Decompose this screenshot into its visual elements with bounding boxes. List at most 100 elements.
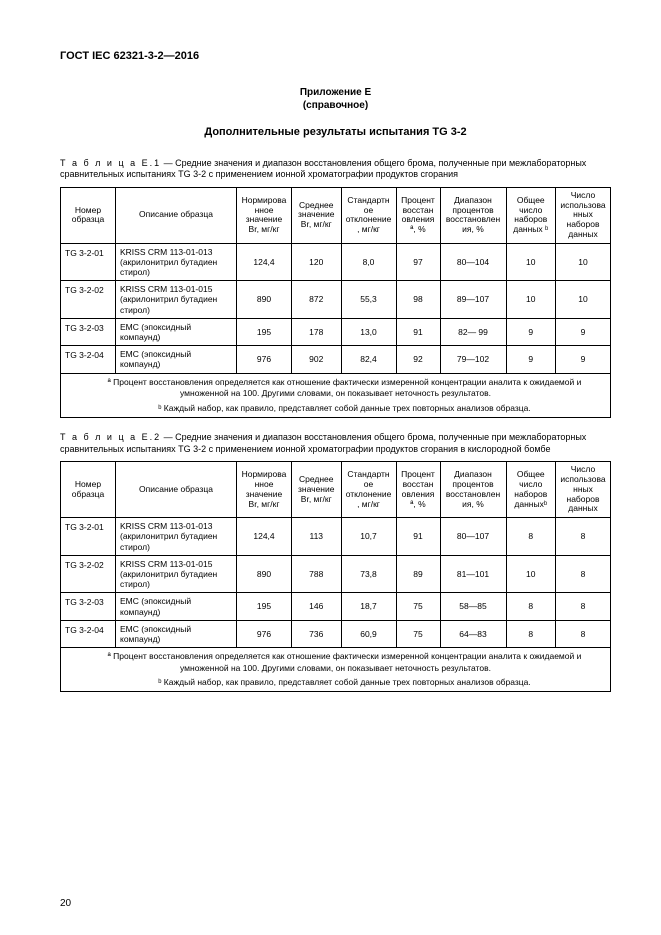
cell-num: TG 3-2-02 <box>61 555 116 593</box>
cell-used: 9 <box>556 318 611 345</box>
table-e2: Номер образца Описание образца Нормирова… <box>60 461 611 692</box>
table-row: TG 3-2-02 KRISS CRM 113-01-015 (акрилони… <box>61 281 611 319</box>
cell-rec: 97 <box>396 243 440 281</box>
page-number: 20 <box>60 898 71 911</box>
table-row: TG 3-2-04 EMC (эпоксидный компаунд) 976 … <box>61 620 611 647</box>
th-sample-number: Номер образца <box>61 187 116 243</box>
cell-mean: 178 <box>292 318 342 345</box>
cell-std: 13,0 <box>341 318 396 345</box>
cell-desc: KRISS CRM 113-01-013 (акрилонитрил бутад… <box>116 243 237 281</box>
table-e1-header-row: Номер образца Описание образца Нормирова… <box>61 187 611 243</box>
cell-num: TG 3-2-02 <box>61 281 116 319</box>
cell-rec: 89 <box>396 555 440 593</box>
th-used-sets: Число использованных наборов данных <box>556 462 611 518</box>
th-sample-desc: Описание образца <box>116 187 237 243</box>
cell-total: 9 <box>506 346 556 373</box>
footnote-b: ᵇ Каждый набор, как правило, представляе… <box>65 403 606 414</box>
cell-total: 9 <box>506 318 556 345</box>
table-e2-caption-label: Т а б л и ц а Е.2 <box>60 432 161 442</box>
cell-range: 79—102 <box>440 346 506 373</box>
table-e2-footnotes: ª Процент восстановления определяется ка… <box>61 648 611 692</box>
cell-mean: 872 <box>292 281 342 319</box>
cell-num: TG 3-2-04 <box>61 346 116 373</box>
table-e2-body: TG 3-2-01 KRISS CRM 113-01-013 (акрилони… <box>61 518 611 692</box>
cell-total: 10 <box>506 555 556 593</box>
table-e1-caption: Т а б л и ц а Е.1 — Средние значения и д… <box>60 158 611 181</box>
cell-mean: 113 <box>292 518 342 556</box>
th-std-dev: Стандартное отклонение, мг/кг <box>341 462 396 518</box>
cell-range: 58—85 <box>440 593 506 620</box>
cell-desc: KRISS CRM 113-01-015 (акрилонитрил бутад… <box>116 555 237 593</box>
cell-num: TG 3-2-03 <box>61 318 116 345</box>
cell-mean: 120 <box>292 243 342 281</box>
cell-desc: EMC (эпоксидный компаунд) <box>116 318 237 345</box>
cell-range: 89—107 <box>440 281 506 319</box>
table-row: TG 3-2-01 KRISS CRM 113-01-013 (акрилони… <box>61 518 611 556</box>
cell-norm: 890 <box>237 281 292 319</box>
table-e1-body: TG 3-2-01 KRISS CRM 113-01-013 (акрилони… <box>61 243 611 417</box>
cell-std: 8,0 <box>341 243 396 281</box>
th-range: Диапазон процентов восстановления, % <box>440 462 506 518</box>
table-e2-caption: Т а б л и ц а Е.2 — Средние значения и д… <box>60 432 611 455</box>
cell-num: TG 3-2-03 <box>61 593 116 620</box>
cell-used: 8 <box>556 620 611 647</box>
th-mean-value: Среднее значение Br, мг/кг <box>292 462 342 518</box>
th-sample-desc: Описание образца <box>116 462 237 518</box>
cell-norm: 124,4 <box>237 518 292 556</box>
table-e1: Номер образца Описание образца Нормирова… <box>60 187 611 418</box>
table-e1-caption-label: Т а б л и ц а Е.1 <box>60 158 161 168</box>
th-recovery: Процент восстановления ª, % <box>396 187 440 243</box>
cell-desc: KRISS CRM 113-01-015 (акрилонитрил бутад… <box>116 281 237 319</box>
table-row: TG 3-2-03 EMC (эпоксидный компаунд) 195 … <box>61 593 611 620</box>
cell-desc: EMC (эпоксидный компаунд) <box>116 593 237 620</box>
cell-num: TG 3-2-04 <box>61 620 116 647</box>
cell-rec: 75 <box>396 593 440 620</box>
table-row: TG 3-2-01 KRISS CRM 113-01-013 (акрилони… <box>61 243 611 281</box>
cell-total: 10 <box>506 243 556 281</box>
th-used-sets: Число использованных наборов данных <box>556 187 611 243</box>
cell-desc: EMC (эпоксидный компаунд) <box>116 346 237 373</box>
cell-norm: 976 <box>237 620 292 647</box>
table-row: TG 3-2-04 EMC (эпоксидный компаунд) 976 … <box>61 346 611 373</box>
cell-rec: 91 <box>396 318 440 345</box>
cell-range: 80—107 <box>440 518 506 556</box>
cell-range: 80—104 <box>440 243 506 281</box>
page-title: Дополнительные результаты испытания TG 3… <box>60 126 611 140</box>
cell-std: 55,3 <box>341 281 396 319</box>
th-range: Диапазон процентов восстановления, % <box>440 187 506 243</box>
cell-used: 9 <box>556 346 611 373</box>
th-sample-number: Номер образца <box>61 462 116 518</box>
cell-used: 8 <box>556 518 611 556</box>
document-id: ГОСТ IEC 62321-3-2—2016 <box>60 50 611 64</box>
th-norm-value: Нормированное значение Br, мг/кг <box>237 462 292 518</box>
cell-mean: 736 <box>292 620 342 647</box>
table-e2-header-row: Номер образца Описание образца Нормирова… <box>61 462 611 518</box>
table-row: TG 3-2-02 KRISS CRM 113-01-015 (акрилони… <box>61 555 611 593</box>
cell-std: 18,7 <box>341 593 396 620</box>
cell-total: 8 <box>506 518 556 556</box>
cell-rec: 98 <box>396 281 440 319</box>
cell-used: 10 <box>556 281 611 319</box>
cell-mean: 902 <box>292 346 342 373</box>
cell-desc: EMC (эпоксидный компаунд) <box>116 620 237 647</box>
cell-range: 82— 99 <box>440 318 506 345</box>
cell-used: 10 <box>556 243 611 281</box>
document-page: ГОСТ IEC 62321-3-2—2016 Приложение Е (сп… <box>0 0 661 935</box>
cell-total: 10 <box>506 281 556 319</box>
cell-range: 81—101 <box>440 555 506 593</box>
cell-std: 60,9 <box>341 620 396 647</box>
cell-total: 8 <box>506 593 556 620</box>
cell-rec: 75 <box>396 620 440 647</box>
annex-type: (справочное) <box>60 99 611 112</box>
cell-rec: 92 <box>396 346 440 373</box>
th-mean-value: Среднее значение Br, мг/кг <box>292 187 342 243</box>
annex-title: Приложение Е <box>60 86 611 99</box>
th-total-sets: Общее число наборов данных ᵇ <box>506 187 556 243</box>
cell-norm: 976 <box>237 346 292 373</box>
annex-header: Приложение Е (справочное) <box>60 86 611 112</box>
cell-std: 82,4 <box>341 346 396 373</box>
table-e1-footnotes: ª Процент восстановления определяется ка… <box>61 373 611 417</box>
footnote-b: ᵇ Каждый набор, как правило, представляе… <box>65 677 606 688</box>
cell-norm: 195 <box>237 593 292 620</box>
th-recovery: Процент восстановления ª, % <box>396 462 440 518</box>
